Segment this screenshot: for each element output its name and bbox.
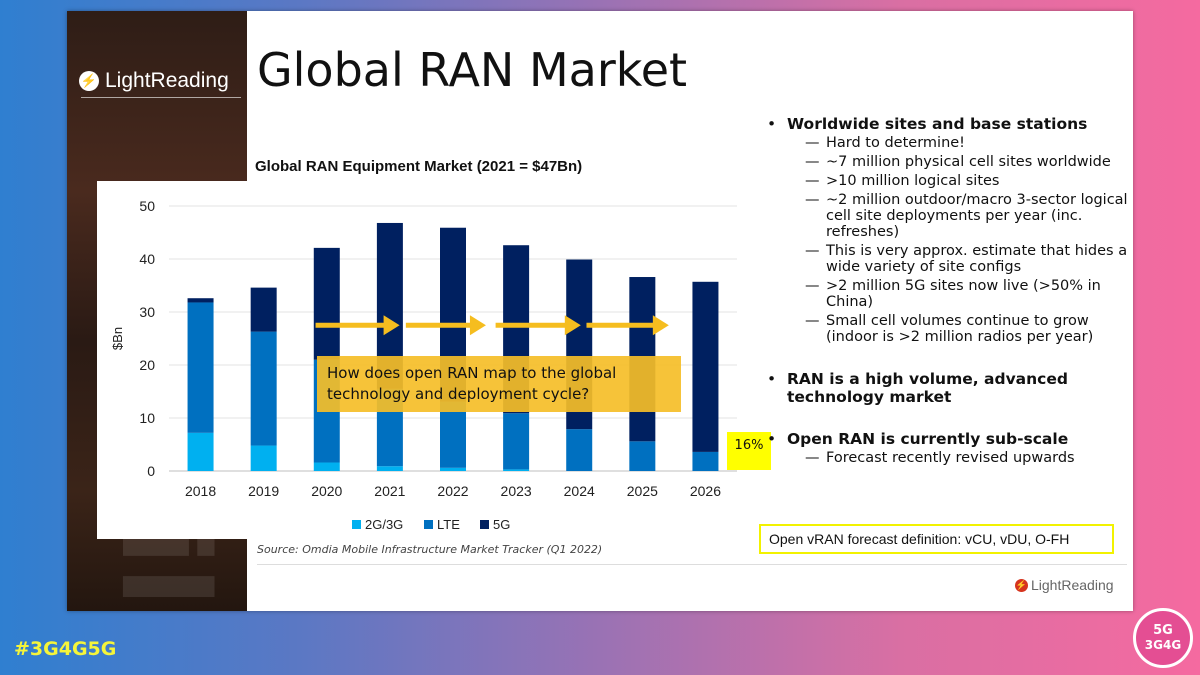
bullet-list: Worldwide sites and base stations Hard t… <box>767 115 1129 469</box>
3g4g-badge: 5G 3G4G <box>1133 608 1193 668</box>
lightreading-logo: ⚡ LightReading <box>79 61 244 101</box>
footer-divider <box>257 564 1127 565</box>
y-tick-label: 50 <box>139 198 155 214</box>
badge-bottom-text: 3G4G <box>1144 638 1182 652</box>
bar-segment-5g <box>250 287 277 332</box>
bullet-item: Worldwide sites and base stations <box>767 115 1129 133</box>
bar-segment-lte <box>566 429 593 471</box>
chart-title: Global RAN Equipment Market (2021 = $47B… <box>255 158 583 175</box>
bar-segment-lte <box>503 413 530 470</box>
bar-segment-lte <box>250 331 277 446</box>
bullet-item: RAN is a high volume, advanced technolog… <box>767 370 1129 406</box>
legend-swatch <box>480 520 489 529</box>
bar-segment-5g <box>187 298 214 303</box>
legend-label: LTE <box>437 517 460 532</box>
source-note: Source: Omdia Mobile Infrastructure Mark… <box>257 543 603 556</box>
y-tick-label: 40 <box>139 251 155 267</box>
progress-arrow-head <box>564 315 581 336</box>
legend-label: 2G/3G <box>365 517 403 532</box>
lightning-bolt-icon: ⚡ <box>79 71 99 91</box>
slide: n.il ⚡ LightReading Global RAN Market Gl… <box>67 11 1133 611</box>
sub-bullet-item: ~2 million outdoor/macro 3-sector logica… <box>767 192 1129 240</box>
sub-bullet-item: Small cell volumes continue to grow (ind… <box>767 313 1129 345</box>
y-tick-label: 0 <box>147 463 155 479</box>
x-tick-label: 2022 <box>437 483 468 499</box>
bar-segment-2g-3g <box>440 467 466 471</box>
badge-top-text: 5G <box>1153 623 1173 638</box>
bar-segment-lte <box>692 451 719 471</box>
x-tick-label: 2026 <box>690 483 721 499</box>
bar-segment-2g-3g <box>250 445 277 471</box>
definition-box: Open vRAN forecast definition: vCU, vDU,… <box>759 524 1114 554</box>
sub-bullet-item: >2 million 5G sites now live (>50% in Ch… <box>767 278 1129 310</box>
percent-callout: 16% <box>727 432 771 470</box>
y-axis-label: $Bn <box>110 327 125 350</box>
sub-bullet-item: >10 million logical sites <box>767 173 1129 189</box>
lightreading-logo-text: LightReading <box>105 69 229 92</box>
sub-bullet-item: This is very approx. estimate that hides… <box>767 243 1129 275</box>
x-tick-label: 2023 <box>501 483 532 499</box>
y-tick-label: 30 <box>139 304 155 320</box>
x-tick-label: 2024 <box>564 483 595 499</box>
x-tick-label: 2025 <box>627 483 658 499</box>
legend-swatch <box>352 520 361 529</box>
bar-segment-5g <box>692 281 719 452</box>
legend-label: 5G <box>493 517 510 532</box>
bar-segment-lte <box>187 302 214 433</box>
logo-divider <box>81 97 241 98</box>
bar-segment-2g-3g <box>376 466 403 471</box>
progress-arrow-head <box>469 315 486 336</box>
bar-segment-lte <box>440 401 466 468</box>
slide-title: Global RAN Market <box>257 43 688 97</box>
bar-segment-2g-3g <box>187 432 214 471</box>
y-tick-label: 20 <box>139 357 155 373</box>
sub-bullet-item: Hard to determine! <box>767 135 1129 151</box>
lightning-bolt-icon: ⚡ <box>1015 578 1028 592</box>
x-tick-label: 2018 <box>185 483 216 499</box>
x-tick-label: 2021 <box>374 483 405 499</box>
bullet-item: Open RAN is currently sub-scale <box>767 430 1129 448</box>
bar-segment-5g <box>313 247 340 360</box>
hashtag-label: #3G4G5G <box>14 638 117 660</box>
lightreading-footer-logo: ⚡ LightReading <box>1015 577 1114 593</box>
progress-arrow-head <box>383 315 400 336</box>
y-tick-label: 10 <box>139 410 155 426</box>
bar-segment-lte <box>629 441 656 471</box>
footer-logo-text: LightReading <box>1031 577 1114 593</box>
bar-segment-2g-3g <box>503 469 530 471</box>
x-tick-label: 2020 <box>311 483 342 499</box>
bar-segment-2g-3g <box>313 462 340 471</box>
progress-arrow-head <box>652 315 669 336</box>
legend-swatch <box>424 520 433 529</box>
x-tick-label: 2019 <box>248 483 279 499</box>
sub-bullet-item: ~7 million physical cell sites worldwide <box>767 154 1129 170</box>
sub-bullet-item: Forecast recently revised upwards <box>767 450 1129 466</box>
question-callout: How does open RAN map to the global tech… <box>317 356 681 412</box>
